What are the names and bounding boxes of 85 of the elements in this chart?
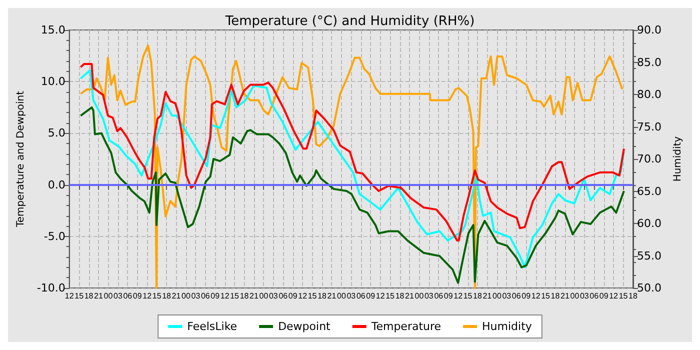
x-tick-label: 12 [531,292,541,300]
x-tick-label: 06 [590,292,600,300]
y2-tick-label: 55.0 [637,249,662,262]
x-tick-label: 12 [376,292,386,300]
y2-tick-label: 85.0 [637,56,662,69]
x-tick-label: 00 [182,292,191,300]
x-tick-label: 03 [580,292,590,300]
x-tick-label: 18 [550,292,560,300]
x-tick-label: 00 [414,292,424,300]
x-tick-label: 15 [308,292,318,300]
x-tick-label: 18 [473,292,483,300]
x-tick-label: 03 [502,292,512,300]
x-tick-label: 00 [492,292,502,300]
x-tick-label: 00 [570,292,580,300]
x-tick-label: 15 [541,292,551,300]
legend-label: FeelsLike [187,320,238,333]
x-tick-label: 03 [424,292,434,300]
y2-tick-label: 65.0 [637,184,662,198]
x-tick-label: 18 [628,292,638,300]
x-tick-label: 15 [74,292,84,300]
x-tick-label: 12 [454,292,464,300]
x-tick-label: 06 [278,292,288,300]
y-tick-label: 0.0 [48,178,66,192]
chart-title: Temperature (°C) and Humidity (RH%) [224,14,475,29]
x-tick-label: 18 [84,292,94,300]
x-tick-label: 15 [152,292,162,300]
x-tick-label: 09 [599,292,609,300]
x-tick-label: 06 [512,292,522,300]
x-tick-label: 15 [618,292,628,300]
x-tick-label: 18 [240,292,250,300]
y2-tick-label: 80.0 [637,88,662,101]
x-tick-label: 06 [200,292,210,300]
legend-label: Humidity [482,320,532,333]
x-tick-label: 12 [220,292,230,300]
line-series [80,69,625,268]
y2-axis-title: Humidity [672,136,684,182]
y2-tick-label: 70.0 [637,152,662,166]
y-tick-label: 5.0 [48,126,66,140]
x-tick-label: 09 [132,292,142,300]
x-tick-label: 18 [162,292,172,300]
x-tick-label: 09 [522,292,532,300]
x-tick-label: 09 [288,292,298,300]
line-series [80,44,624,289]
y-tick-label: -5.0 [44,230,66,243]
x-tick-label: 06 [356,292,366,300]
x-tick-label: 12 [64,292,74,300]
x-tick-label: 12 [142,292,152,300]
x-tick-label: 03 [346,292,356,300]
x-tick-label: 03 [191,292,201,300]
x-tick-label: 09 [366,292,376,300]
x-tick-label: 09 [210,292,220,300]
x-tick-label: 00 [337,292,346,300]
y2-tick-label: 50.0 [637,282,662,294]
x-tick-label: 03 [114,292,123,300]
x-tick-label: 21 [405,292,414,300]
x-tick-label: 12 [609,292,619,300]
legend-label: Dewpoint [278,320,332,333]
x-tick-label: 21 [94,292,104,300]
x-tick-label: 21 [560,292,570,300]
line-series [80,63,625,242]
x-tick-label: 00 [259,292,269,300]
x-tick-label: 03 [268,292,278,300]
x-tick-label: 21 [482,292,492,300]
x-tick-label: 21 [172,292,182,300]
y-axis-title: Temperature and Dewpoint [16,90,26,228]
x-tick-label: 18 [395,292,405,300]
y-tick-label: 10.0 [40,75,66,88]
x-tick-label: 06 [434,292,444,300]
y-tick-label: 15.0 [40,24,66,36]
x-tick-label: 15 [230,292,240,300]
x-tick-label: 00 [104,292,114,300]
x-tick-label: 15 [386,292,396,300]
x-tick-label: 21 [250,292,259,300]
y2-tick-label: 75.0 [637,120,662,134]
x-tick-label: 09 [444,292,454,300]
line-series [80,106,625,284]
legend-label: Temperature [370,320,442,333]
x-tick-label: 21 [327,292,337,300]
y2-tick-label: 90.0 [637,24,662,36]
x-tick-label: 12 [298,292,308,300]
y-tick-label: -10.0 [36,282,66,294]
x-tick-label: 18 [318,292,328,300]
x-tick-label: 15 [463,292,473,300]
x-tick-label: 06 [123,292,133,300]
y2-tick-label: 60.0 [637,217,662,230]
